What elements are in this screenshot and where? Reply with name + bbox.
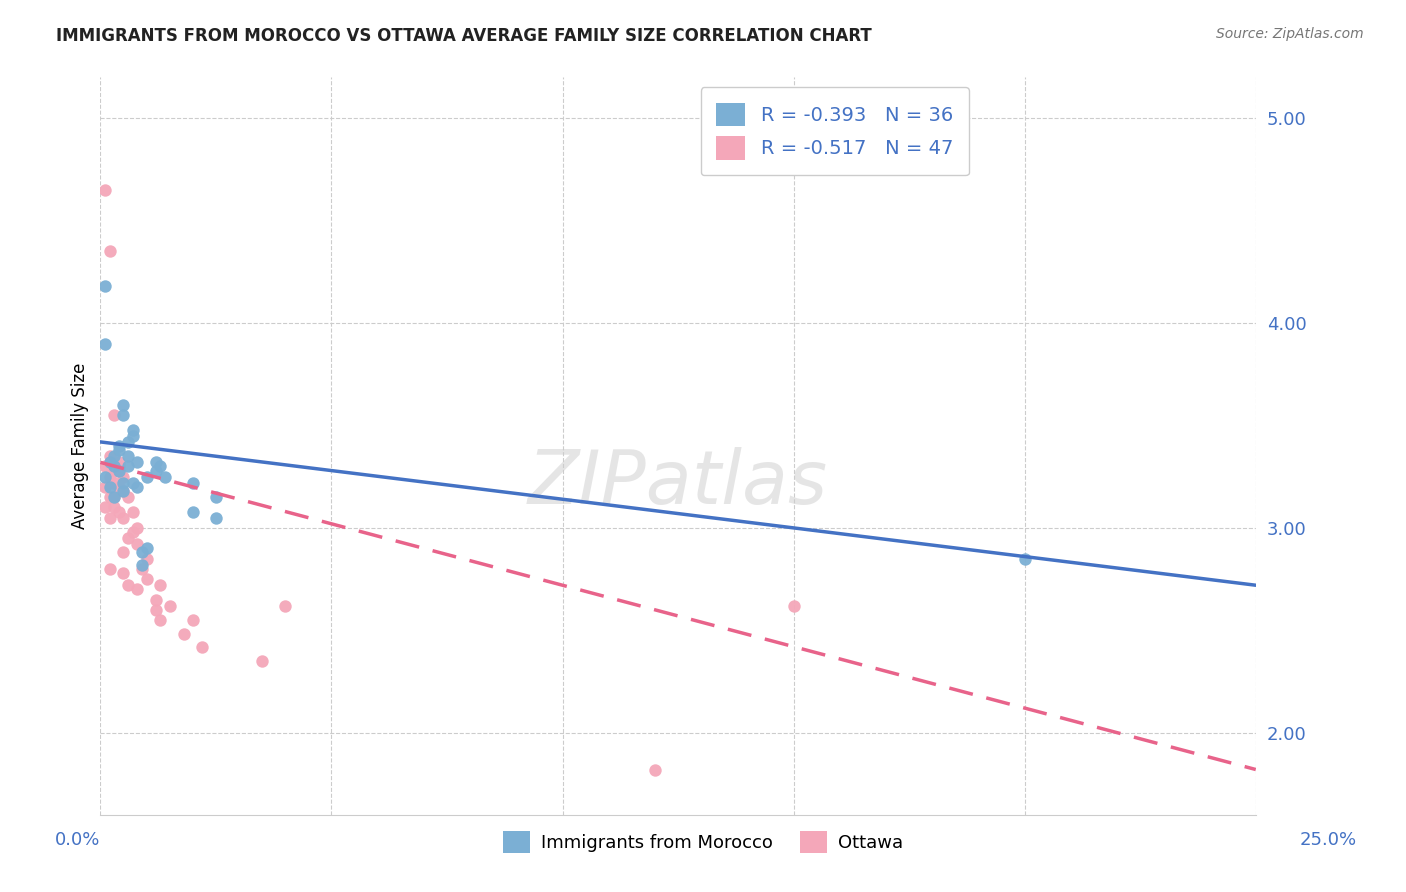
Point bbox=[98, 244, 121, 259]
Point bbox=[145, 464, 167, 478]
Point bbox=[149, 459, 172, 474]
Point bbox=[205, 490, 228, 504]
Point bbox=[135, 469, 157, 483]
Point bbox=[103, 464, 125, 478]
Point bbox=[98, 449, 121, 463]
Point bbox=[121, 504, 143, 518]
Point bbox=[131, 558, 153, 572]
Point bbox=[94, 500, 117, 515]
Point bbox=[117, 449, 139, 463]
Point bbox=[108, 459, 131, 474]
Point bbox=[108, 443, 131, 458]
Point bbox=[149, 578, 172, 592]
Y-axis label: Average Family Size: Average Family Size bbox=[72, 363, 89, 529]
Point bbox=[121, 475, 143, 490]
Point bbox=[173, 627, 195, 641]
Point bbox=[112, 409, 135, 423]
Legend: Immigrants from Morocco, Ottawa: Immigrants from Morocco, Ottawa bbox=[496, 824, 910, 861]
Point bbox=[121, 423, 143, 437]
Point bbox=[94, 459, 117, 474]
Point bbox=[127, 537, 149, 551]
Point bbox=[112, 469, 135, 483]
Point bbox=[145, 592, 167, 607]
Point bbox=[98, 469, 121, 483]
Point bbox=[117, 578, 139, 592]
Point bbox=[117, 490, 139, 504]
Point bbox=[108, 455, 131, 469]
Point bbox=[94, 183, 117, 197]
Point bbox=[103, 449, 125, 463]
Point bbox=[135, 551, 157, 566]
Point bbox=[131, 562, 153, 576]
Point bbox=[145, 603, 167, 617]
Point bbox=[108, 504, 131, 518]
Point bbox=[644, 763, 666, 777]
Point bbox=[135, 572, 157, 586]
Point bbox=[108, 439, 131, 453]
Point bbox=[108, 480, 131, 494]
Text: Source: ZipAtlas.com: Source: ZipAtlas.com bbox=[1216, 27, 1364, 41]
Point bbox=[145, 455, 167, 469]
Point bbox=[98, 562, 121, 576]
Point bbox=[103, 490, 125, 504]
Point bbox=[103, 490, 125, 504]
Point bbox=[121, 429, 143, 443]
Point bbox=[181, 475, 204, 490]
Point bbox=[103, 475, 125, 490]
Point bbox=[117, 531, 139, 545]
Point bbox=[181, 504, 204, 518]
Point bbox=[94, 279, 117, 293]
Point bbox=[205, 510, 228, 524]
Point bbox=[94, 480, 117, 494]
Point bbox=[117, 434, 139, 449]
Point bbox=[103, 459, 125, 474]
Text: IMMIGRANTS FROM MOROCCO VS OTTAWA AVERAGE FAMILY SIZE CORRELATION CHART: IMMIGRANTS FROM MOROCCO VS OTTAWA AVERAG… bbox=[56, 27, 872, 45]
Point bbox=[103, 500, 125, 515]
Point bbox=[131, 545, 153, 559]
Point bbox=[112, 545, 135, 559]
Point bbox=[98, 510, 121, 524]
Point bbox=[127, 521, 149, 535]
Point bbox=[94, 336, 117, 351]
Point bbox=[98, 490, 121, 504]
Point bbox=[98, 480, 121, 494]
Point bbox=[250, 654, 273, 668]
Point bbox=[153, 469, 176, 483]
Point bbox=[127, 480, 149, 494]
Point bbox=[94, 469, 117, 483]
Text: 25.0%: 25.0% bbox=[1301, 831, 1357, 849]
Point bbox=[117, 459, 139, 474]
Text: 0.0%: 0.0% bbox=[55, 831, 100, 849]
Point bbox=[127, 582, 149, 597]
Point bbox=[112, 484, 135, 499]
Point bbox=[112, 475, 135, 490]
Point bbox=[112, 510, 135, 524]
Point bbox=[127, 455, 149, 469]
Point bbox=[149, 613, 172, 627]
Point bbox=[181, 613, 204, 627]
Point bbox=[112, 398, 135, 412]
Point bbox=[121, 524, 143, 539]
Point bbox=[135, 541, 157, 556]
Text: ZIPatlas: ZIPatlas bbox=[529, 447, 828, 519]
Point bbox=[159, 599, 181, 613]
Point bbox=[1014, 551, 1036, 566]
Point bbox=[782, 599, 804, 613]
Point bbox=[112, 566, 135, 580]
Point bbox=[112, 484, 135, 499]
Point bbox=[108, 464, 131, 478]
Point bbox=[103, 409, 125, 423]
Point bbox=[98, 455, 121, 469]
Legend: R = -0.393   N = 36, R = -0.517   N = 47: R = -0.393 N = 36, R = -0.517 N = 47 bbox=[700, 87, 969, 176]
Point bbox=[274, 599, 297, 613]
Point bbox=[191, 640, 214, 654]
